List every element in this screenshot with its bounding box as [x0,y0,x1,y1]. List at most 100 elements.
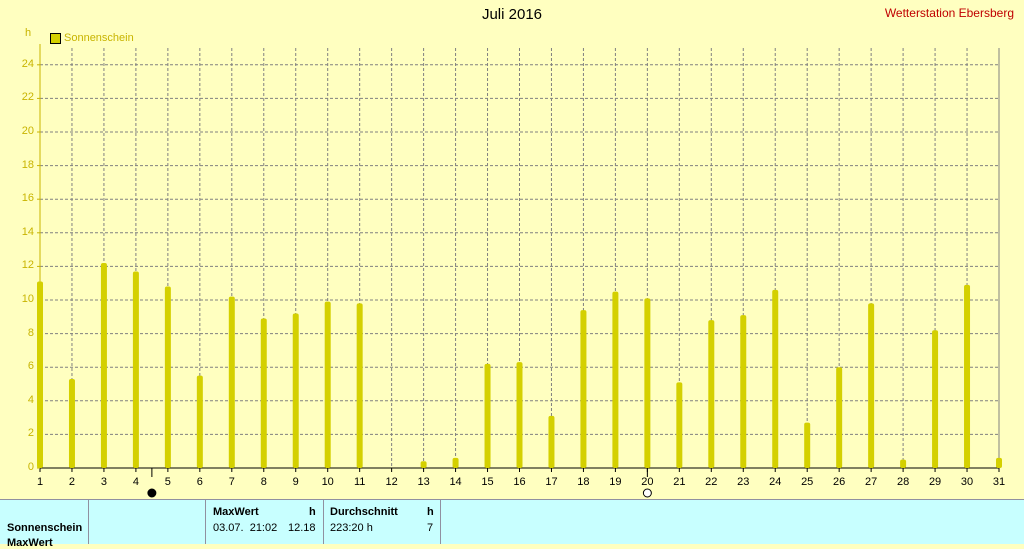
x-tick-label-18: 18 [577,476,590,488]
x-tick-label-1: 1 [36,476,44,488]
y-tick-label-12: 12 [21,259,34,272]
x-tick-label-20: 20 [641,476,654,488]
x-tick-label-5: 5 [164,476,171,488]
stats-row-label: Sonnenschein [7,522,83,534]
bar-series-sonnenschein [37,263,1002,468]
bar-day-19 [612,291,619,468]
x-tick-label-22: 22 [705,476,718,488]
bar-day-21 [676,382,683,468]
x-tick-label-27: 27 [865,476,878,488]
bar-day-8 [260,318,267,468]
y-tick-label-16: 16 [21,192,34,205]
x-tick-label-30: 30 [960,476,974,488]
avg-header: Durchschnitt [330,506,398,518]
max-date: 03.07. 21:02 [213,522,278,534]
bar-day-4 [132,271,139,468]
full-moon-icon [642,488,652,498]
stats-max-cell: MaxWert h 03.07. 21:02 12.18 [206,500,324,544]
x-tick-label-9: 9 [292,476,299,488]
x-tick-label-4: 4 [132,476,139,488]
bar-day-23 [740,315,747,468]
y-tick-label-10: 10 [21,293,34,305]
x-tick-label-15: 15 [481,476,494,488]
bar-day-18 [580,310,587,468]
bar-day-24 [772,289,779,468]
bar-day-10 [324,301,331,468]
y-tick-label-0: 0 [27,461,34,473]
x-tick-label-17: 17 [545,476,558,488]
y-tick-label-14: 14 [21,225,34,238]
x-tick-label-28: 28 [896,476,910,488]
y-axis-unit: h [25,27,32,39]
bar-day-17 [548,415,555,468]
legend-swatch-icon [50,32,61,44]
bar-day-31 [996,457,1002,468]
stats-row-label-2: MaxWert [7,537,53,549]
bar-day-25 [804,422,811,468]
legend: Sonnenschein [50,32,134,44]
stats-panel: Sonnenschein MaxWert MaxWert h 03.07. 21… [0,499,1024,549]
stats-empty-cell [89,500,206,544]
bar-day-7 [228,296,235,468]
x-tick-label-24: 24 [769,476,782,488]
max-value: 12.18 [288,522,316,534]
bar-day-28 [900,459,907,468]
x-tick-label-16: 16 [513,476,526,488]
bar-day-14 [452,457,459,468]
x-tick-label-2: 2 [68,476,76,488]
max-header: MaxWert [213,506,259,518]
bar-day-2 [68,378,75,468]
x-tick-label-29: 29 [928,476,942,488]
y-tick-label-22: 22 [21,91,34,104]
bar-day-16 [516,362,523,468]
y-tick-label-2: 2 [27,427,34,440]
stats-avg-cell: Durchschnitt h 223:20 h 7 [324,500,441,544]
bar-day-11 [356,303,363,468]
x-tick-label-12: 12 [385,476,398,488]
chart-title: Juli 2016 [481,6,543,23]
bar-day-5 [164,286,171,468]
bar-day-9 [292,313,299,468]
x-tick-label-11: 11 [353,476,366,488]
bar-day-30 [964,284,971,468]
x-tick-label-10: 10 [321,476,334,488]
legend-label: Sonnenschein [64,32,134,44]
y-tick-label-4: 4 [27,393,34,406]
bar-day-26 [836,367,843,468]
bar-day-6 [196,375,203,468]
bar-day-15 [484,363,491,468]
avg-unit: h [427,506,434,518]
moon-markers [147,468,652,498]
bar-day-13 [420,461,427,468]
y-tick-label-18: 18 [21,158,34,171]
bar-day-27 [868,303,875,468]
y-tick-label-24: 24 [21,57,34,70]
x-tick-label-25: 25 [801,476,814,488]
x-tick-label-19: 19 [609,476,622,488]
x-tick-label-26: 26 [833,476,846,488]
bar-day-29 [932,330,939,468]
x-tick-label-13: 13 [417,476,430,488]
station-name: Wetterstation Ebersberg [884,6,1014,20]
y-tick-label-20: 20 [21,125,34,137]
avg-total: 223:20 h [330,522,373,534]
avg-value: 7 [427,522,434,534]
bar-day-20 [644,298,651,468]
x-tick-label-6: 6 [196,476,203,488]
x-tick-label-3: 3 [100,476,107,488]
x-tick-label-23: 23 [737,476,750,488]
stats-row-labels: Sonnenschein MaxWert [0,500,89,549]
x-tick-label-21: 21 [673,476,686,488]
sunshine-chart [37,44,1002,498]
max-unit: h [309,506,316,518]
x-tick-label-8: 8 [260,476,267,488]
bar-day-1 [37,281,43,468]
new-moon-icon [147,488,157,498]
x-tick-label-14: 14 [449,476,462,488]
y-tick-label-6: 6 [27,360,34,373]
y-tick-label-8: 8 [27,326,34,339]
bar-day-3 [100,263,107,468]
x-tick-label-7: 7 [228,476,235,488]
bar-day-22 [708,320,715,468]
x-tick-label-31: 31 [992,476,1006,488]
